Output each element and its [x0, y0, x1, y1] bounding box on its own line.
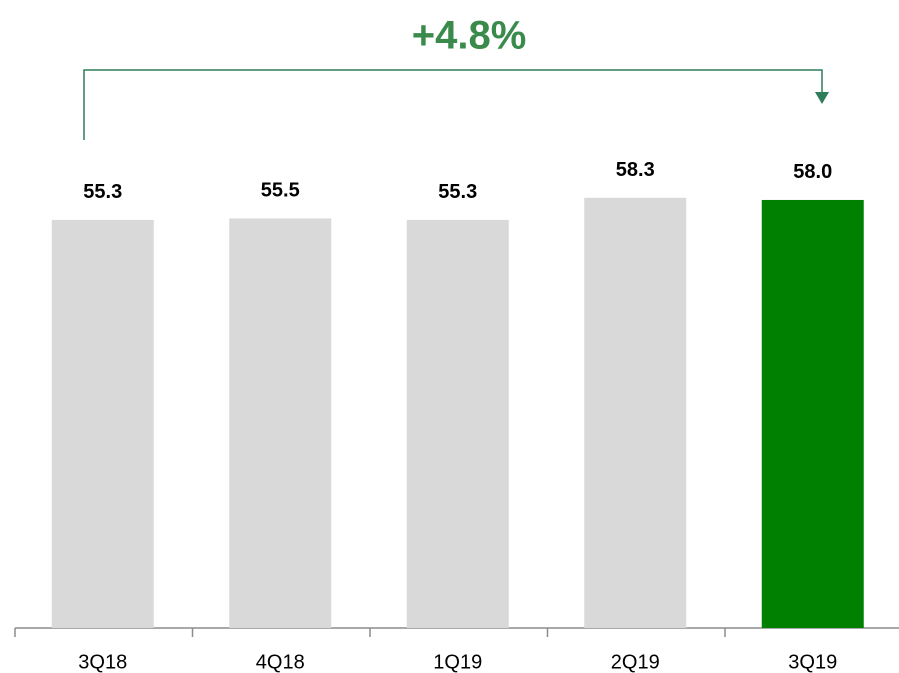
x-tick-label: 3Q19: [788, 651, 837, 673]
x-tick-label: 3Q18: [78, 651, 127, 673]
x-tick-label: 1Q19: [433, 651, 482, 673]
value-label: 58.0: [793, 161, 832, 183]
value-label: 55.5: [261, 180, 300, 202]
bar: [229, 218, 332, 628]
arrow-head: [815, 92, 829, 104]
bar: [761, 199, 864, 628]
value-label: 55.3: [83, 181, 122, 203]
x-tick-label: 2Q19: [611, 651, 660, 673]
growth-annotation: +4.8%: [412, 14, 527, 58]
x-tick-label: 4Q18: [256, 651, 305, 673]
bracket: [83, 69, 823, 140]
bar: [406, 219, 509, 629]
bar: [584, 197, 687, 628]
value-label: 55.3: [438, 181, 477, 203]
value-label: 58.3: [616, 159, 655, 181]
bar: [51, 219, 154, 629]
